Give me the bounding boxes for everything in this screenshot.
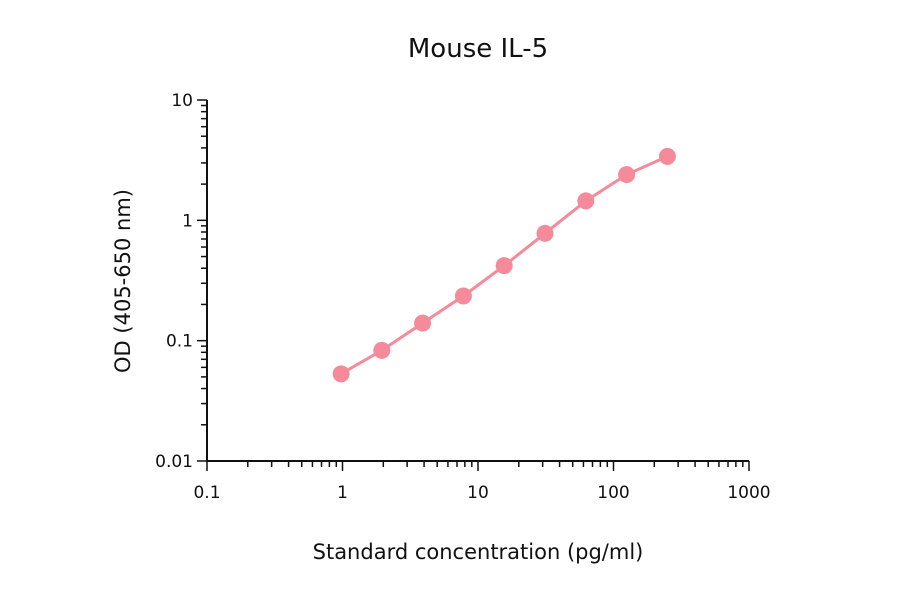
data-point [495,257,513,275]
y-axis-label: OD (405-650 nm) [111,189,135,373]
x-axis-label: Standard concentration (pg/ml) [313,540,644,564]
series-layer [332,147,676,383]
data-point [414,314,432,332]
data-point [658,147,676,165]
chart-title: Mouse IL-5 [408,34,548,64]
data-point [618,166,636,184]
x-tick-label: 1 [337,483,348,503]
y-tick-label: 0.1 [166,332,193,352]
x-tick-label: 1000 [727,483,770,503]
y-tick-label: 10 [171,91,193,111]
data-point [454,287,472,305]
data-point [536,224,554,242]
data-point [373,341,391,359]
y-ticks: 0.01 0.1 1 10 [155,91,207,472]
y-tick-label: 0.01 [155,452,193,472]
y-tick-label: 1 [182,211,193,231]
data-point [577,192,595,210]
x-ticks: 0.1 1 10 100 1000 [193,461,771,503]
x-tick-label: 100 [597,483,629,503]
x-tick-label: 0.1 [193,483,220,503]
x-tick-label: 10 [467,483,489,503]
data-point [332,365,350,383]
